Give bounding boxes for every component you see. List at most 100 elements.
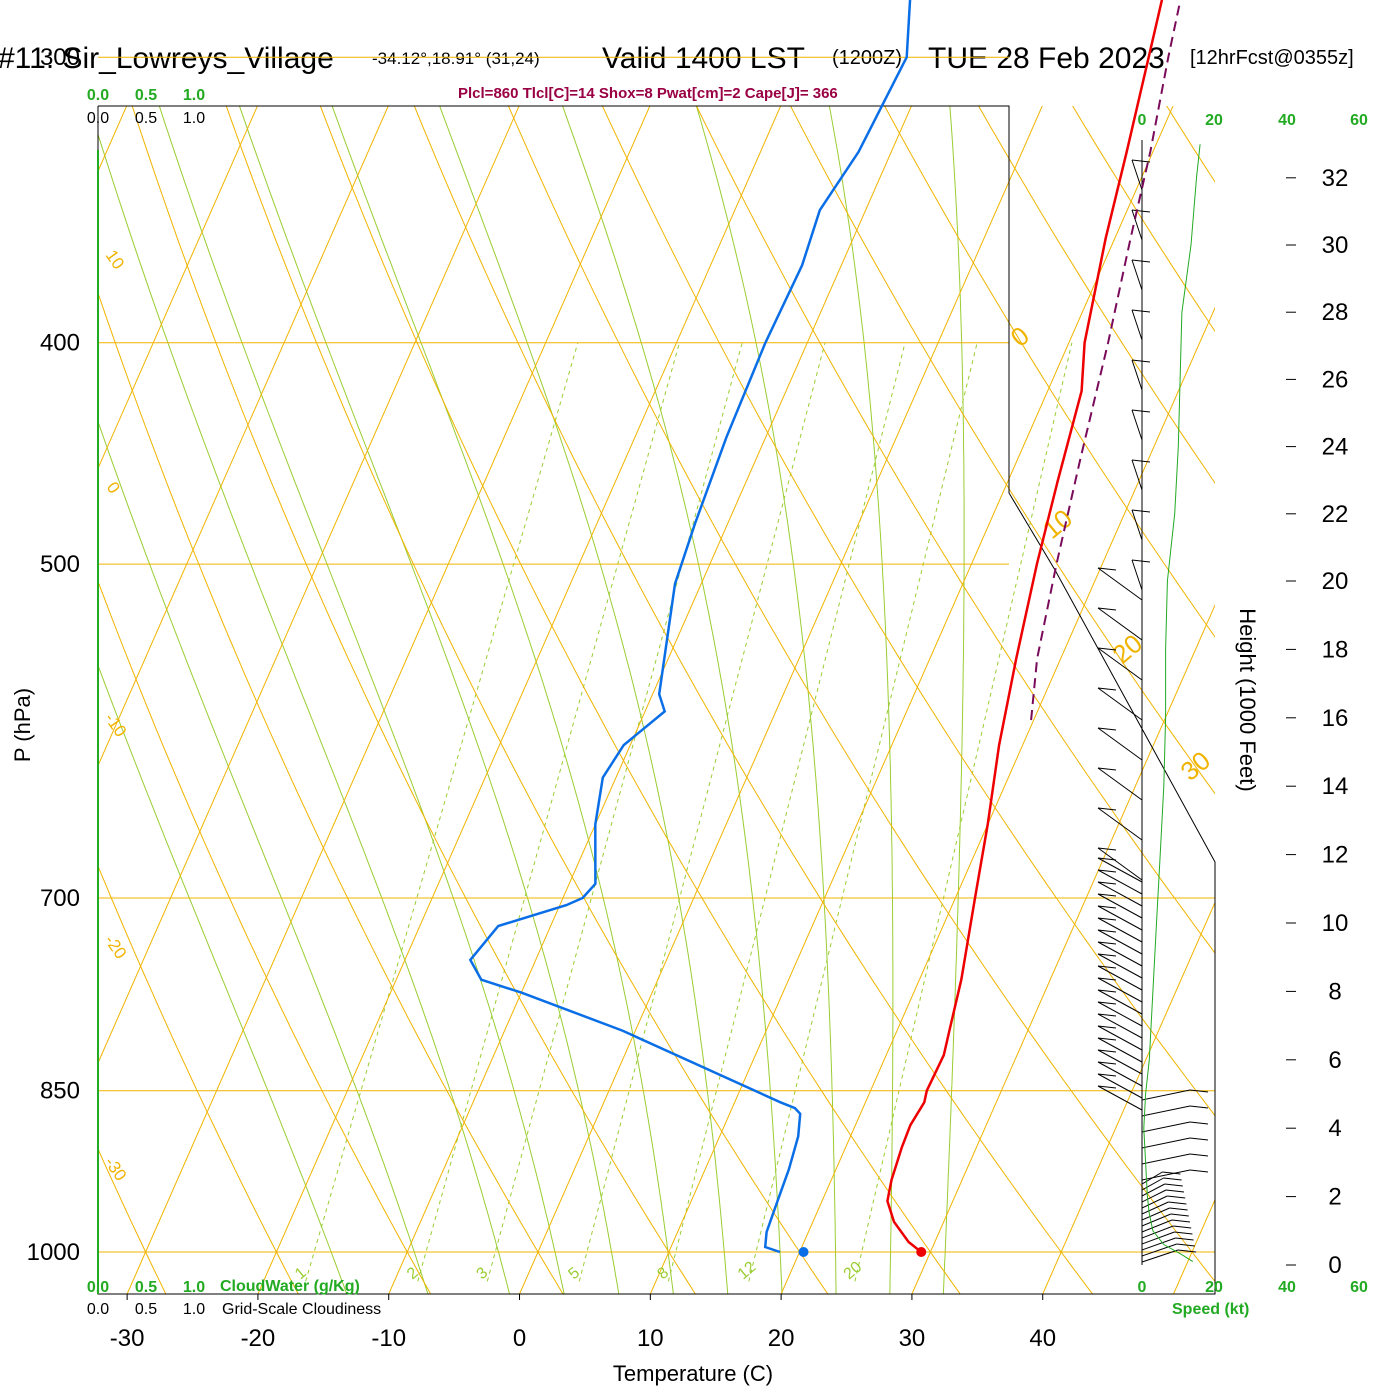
isotherm-label: 30	[1175, 745, 1216, 787]
dry-adiabat-line	[98, 1147, 167, 1294]
wind-barb-shaft	[1141, 1137, 1191, 1149]
wind-barb-feather	[1131, 359, 1151, 363]
mixing-ratio-label: 3	[474, 1264, 492, 1283]
temp-tick-label: -10	[371, 1325, 406, 1352]
wind-barb-feather	[1097, 687, 1117, 691]
wind-barb-feather	[1189, 1169, 1209, 1173]
dry-adiabat-line	[1166, 106, 1215, 183]
wind-barb-shaft	[1097, 977, 1143, 1003]
wind-barb	[1141, 1219, 1191, 1233]
wind-barb	[1097, 1013, 1143, 1039]
isotherm-line	[98, 106, 520, 1065]
wind-barb	[1141, 1171, 1181, 1185]
wind-barb-shaft	[1097, 1085, 1143, 1111]
wind-barb-feather	[1097, 727, 1117, 731]
wind-barb	[1097, 847, 1143, 881]
wind-barb	[1131, 559, 1151, 591]
dry-adiabats	[98, 0, 1400, 1347]
wind-barb	[1097, 917, 1143, 943]
pressure-tick-label: 300	[40, 44, 80, 71]
speed-scale-top: 60	[1350, 112, 1368, 129]
wind-barb-shaft	[1131, 459, 1143, 491]
wind-barb-feather	[1131, 259, 1151, 263]
moist-adiabat-line	[98, 664, 348, 1294]
cloudwater-scale-bottom: 0.5	[135, 1279, 157, 1296]
wind-barb-feather	[1097, 917, 1117, 921]
wind-barb	[1097, 1049, 1143, 1075]
temp-tick-label: 0	[513, 1325, 526, 1352]
height-tick-label: 26	[1322, 366, 1349, 393]
pressure-tick-label: 700	[40, 885, 80, 912]
wind-barb	[1141, 1189, 1185, 1203]
dry-adiabat-line	[507, 106, 1215, 1283]
wind-barb-feather	[1097, 1049, 1117, 1053]
cloudwater-label: CloudWater (g/Kg)	[220, 1278, 360, 1295]
cloudiness-scale-top: 0.5	[135, 110, 157, 127]
pressure-tick-label: 1000	[27, 1239, 80, 1266]
wind-barb-shaft	[1097, 881, 1143, 907]
wind-barb-shaft	[1097, 1037, 1143, 1063]
mixing-ratio-line	[417, 342, 680, 1282]
valid-time: Valid 1400 LST	[602, 42, 805, 75]
dry-adiabat-line	[695, 106, 1215, 954]
wind-barb-feather	[1174, 1231, 1193, 1235]
wind-barb	[1141, 1089, 1209, 1101]
wind-barb-feather	[1162, 1171, 1181, 1175]
dry-adiabat-line	[413, 106, 1094, 1294]
wind-barb-feather	[1131, 509, 1151, 513]
wind-barb-shaft	[1131, 209, 1143, 241]
wind-barb-feather	[1173, 1225, 1192, 1229]
dry-adiabat-line	[1357, 0, 1400, 1347]
wind-barb-shaft	[1097, 1013, 1143, 1039]
station-title: #11: Sir_Lowreys_Village	[0, 42, 334, 75]
wind-barb-feather	[1097, 647, 1117, 651]
height-tick-label: 6	[1328, 1047, 1341, 1074]
valid-date: TUE 28 Feb 2023	[928, 42, 1165, 75]
cloudiness-scale-top: 1.0	[183, 110, 205, 127]
wind-barb-shaft	[1097, 941, 1143, 967]
zulu-time: (1200Z)	[832, 47, 902, 69]
isotherm-line	[1172, 1198, 1215, 1294]
wind-barb-feather	[1131, 409, 1151, 413]
wind-barb-shaft	[1131, 409, 1143, 441]
wind-barb-feather	[1097, 1085, 1117, 1089]
temperature-profile-line	[886, 0, 1164, 1253]
wind-barb	[1141, 1195, 1186, 1209]
wind-barb-shaft	[1141, 1189, 1167, 1203]
wind-barb-feather	[1097, 977, 1117, 981]
wind-barb	[1097, 607, 1143, 641]
parcel-profile-line	[1030, 0, 1182, 721]
temperature-axis: -30 -20 -10 0 10 20 30 40	[110, 1294, 1056, 1352]
cloudiness-label: Grid-Scale Cloudiness	[222, 1301, 381, 1318]
temp-tick-label: 40	[1029, 1325, 1056, 1352]
isotherm-line	[388, 106, 912, 1294]
isotherm-line	[1042, 901, 1215, 1294]
wind-barb-shaft	[1131, 559, 1143, 591]
isotherm-label: 10	[102, 246, 128, 272]
moist-adiabat-line	[942, 106, 965, 1294]
wind-barb	[1097, 1025, 1143, 1051]
wind-barb	[1141, 1121, 1209, 1133]
dry-adiabat-line	[1072, 106, 1215, 333]
wind-barb-feather	[1097, 965, 1117, 969]
height-tick-label: 14	[1322, 773, 1349, 800]
pressure-tick-label: 400	[40, 330, 80, 357]
wind-barb-feather	[1097, 869, 1117, 873]
speed-label: Speed (kt)	[1172, 1301, 1249, 1318]
cloudwater-scale-bottom: 0.0	[87, 1279, 109, 1296]
moist-adiabat-line	[439, 106, 729, 1294]
wind-barb-feather	[1169, 1207, 1188, 1211]
mixing-ratio-label: 20	[841, 1259, 866, 1284]
height-tick-label: 30	[1322, 232, 1349, 259]
wind-barb-feather	[1097, 893, 1117, 897]
cloudwater-scale-bottom: 1.0	[183, 1279, 205, 1296]
dry-adiabat-line	[98, 579, 432, 1294]
wind-barb-feather	[1097, 1037, 1117, 1041]
wind-barb	[1097, 1037, 1143, 1063]
wind-barb-feather	[1097, 953, 1117, 957]
wind-barb	[1097, 1073, 1143, 1099]
isobars	[98, 56, 1215, 1253]
wind-barb-shaft	[1131, 359, 1143, 391]
wind-barb-feather	[1189, 1089, 1209, 1093]
